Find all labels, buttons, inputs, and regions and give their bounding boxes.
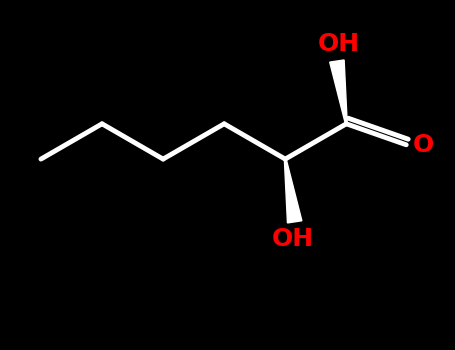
Text: OH: OH [318, 32, 360, 56]
Polygon shape [330, 60, 347, 124]
Text: OH: OH [271, 227, 313, 251]
Text: O: O [413, 133, 435, 157]
Polygon shape [284, 159, 302, 223]
